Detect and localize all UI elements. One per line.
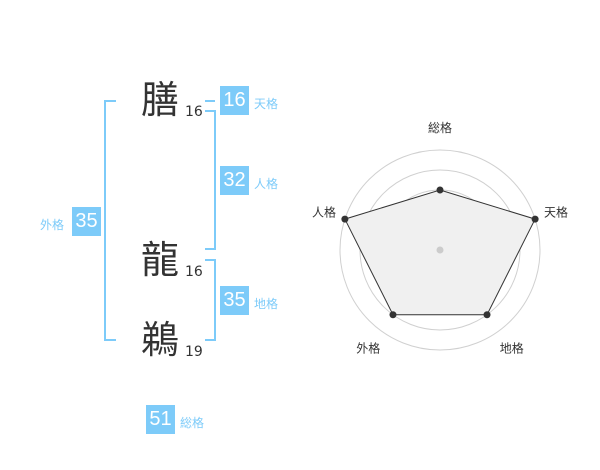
bracket-stub xyxy=(205,339,215,341)
radar-point xyxy=(483,311,491,319)
radar-axis-label: 天格 xyxy=(544,204,568,219)
name-char-1: 膳 xyxy=(140,78,179,122)
stroke-count-3: 19 xyxy=(185,344,203,360)
radar-point xyxy=(389,311,397,319)
stroke-count-2: 16 xyxy=(185,264,203,280)
soukaku-value: 51 xyxy=(146,405,175,434)
bracket-stub xyxy=(205,259,215,261)
tenkaku-label: 天格 xyxy=(254,97,279,111)
radar-center xyxy=(436,246,444,254)
radar-axis-label: 総格 xyxy=(428,120,452,135)
name-char-3: 鵜 xyxy=(140,318,179,362)
radar-axis-label: 人格 xyxy=(312,204,336,219)
gaikaku-label: 外格 xyxy=(40,218,65,232)
chikaku-bracket xyxy=(214,259,216,341)
jinkaku-value: 32 xyxy=(220,166,249,195)
gaikaku-value: 35 xyxy=(72,207,101,236)
gaikaku-bracket xyxy=(104,100,106,341)
bracket-stub xyxy=(104,100,116,102)
radar-point xyxy=(531,215,539,223)
radar-point xyxy=(436,186,444,194)
soukaku-label: 総格 xyxy=(180,416,205,430)
radar-ring xyxy=(339,149,541,351)
name-char-2: 龍 xyxy=(140,238,179,282)
jinkaku-label: 人格 xyxy=(254,177,279,191)
chikaku-value: 35 xyxy=(220,286,249,315)
jinkaku-bracket xyxy=(214,110,216,250)
chikaku-label: 地格 xyxy=(254,297,279,311)
radar-point xyxy=(341,215,349,223)
bracket-stub xyxy=(205,110,215,112)
stroke-count-1: 16 xyxy=(185,104,203,120)
bracket-stub xyxy=(205,248,215,250)
radar-axis-label: 地格 xyxy=(500,341,524,356)
radar-axis-label: 外格 xyxy=(356,341,380,356)
bracket-stub xyxy=(104,339,116,341)
tenkaku-value: 16 xyxy=(220,86,249,115)
tenkaku-connector xyxy=(205,100,215,102)
